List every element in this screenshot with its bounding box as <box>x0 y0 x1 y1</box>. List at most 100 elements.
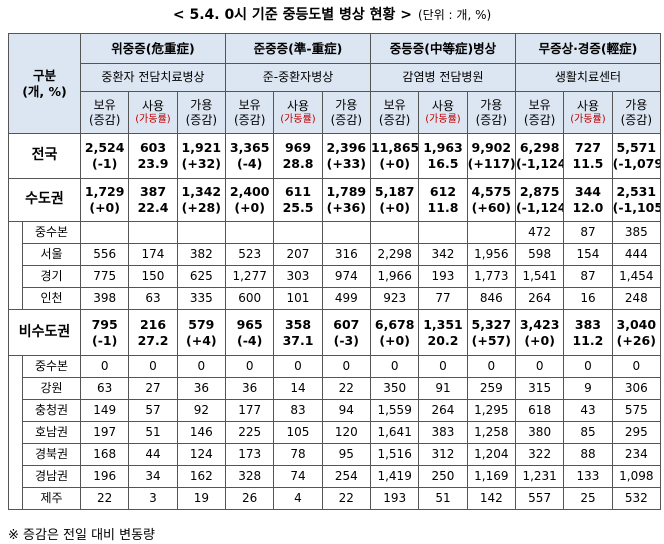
cell-value: 51 <box>435 491 451 505</box>
data-cell: 174 <box>128 243 178 266</box>
group-sub: 준-중환자병상 <box>225 63 371 92</box>
data-cell: 1,342 (+28) <box>176 178 227 222</box>
group-sub: 생활치료센터 <box>514 63 661 92</box>
cell-value: 9 <box>584 381 592 395</box>
data-cell <box>128 221 178 244</box>
data-cell: 16 <box>563 287 613 310</box>
cell-change: (+0) <box>524 332 555 348</box>
column-header: 사용 (가동률) <box>273 91 323 134</box>
data-cell: 9 <box>563 377 613 400</box>
data-cell: 0 <box>611 355 661 378</box>
cell-value: 95 <box>338 447 354 461</box>
cell-value: 142 <box>479 491 503 505</box>
cell-value: 254 <box>334 469 358 483</box>
data-cell: 11,865 (+0) <box>369 133 420 179</box>
data-cell: 1,351 20.2 <box>418 309 468 356</box>
data-cell: 556 <box>79 243 130 266</box>
cell-value: 87 <box>580 269 596 283</box>
data-cell: 328 <box>224 465 275 488</box>
cell-value: 316 <box>334 247 358 261</box>
data-cell: 1,098 <box>611 465 661 488</box>
column-name: 가용 <box>190 97 213 112</box>
unit: (단위 : 개, %) <box>417 8 492 22</box>
data-cell: 969 28.8 <box>273 133 323 179</box>
cell-value: 0 <box>535 359 544 373</box>
data-cell: 250 <box>418 465 468 488</box>
cell-value: 5,327 <box>471 316 512 332</box>
header-row: 중환자 전담치료병상 준-중환자병상 감염병 전담병원 생활치료센터 <box>9 63 661 92</box>
data-cell: 44 <box>128 443 178 466</box>
region-name: 강원 <box>40 381 63 395</box>
cell-value: 0 <box>390 359 399 373</box>
cell-value: 83 <box>290 403 306 417</box>
data-cell: 727 11.5 <box>563 133 613 179</box>
data-cell: 133 <box>563 465 613 488</box>
data-cell: 579 (+4) <box>176 309 227 356</box>
data-cell: 383 <box>418 421 468 444</box>
cell-value: 9,902 <box>471 140 512 156</box>
region-name: 제주 <box>40 491 63 505</box>
group-header: 무증상·경증(輕症) <box>514 33 661 64</box>
data-cell: 27 <box>128 377 178 400</box>
data-cell: 3,040 (+26) <box>611 309 661 356</box>
data-cell <box>79 221 130 244</box>
corner-text: 구분 <box>32 67 56 83</box>
region-row: 경남권 196 34 162 328 74 254 1,419 250 1,169 1,231 133… <box>9 465 661 488</box>
cell-value: 264 <box>431 403 455 417</box>
cell-change: (-4) <box>237 332 263 348</box>
column-note: (증감) <box>620 112 653 127</box>
cell-change: (+117) <box>467 156 516 171</box>
cell-value: 1,956 <box>474 247 509 261</box>
cell-value: 0 <box>149 359 157 373</box>
cell-value: 1,921 <box>181 140 222 156</box>
cell-value: 315 <box>528 381 552 395</box>
cell-value: 3,423 <box>519 316 560 332</box>
column-name: 보유 <box>383 97 406 112</box>
data-cell: 57 <box>128 399 178 422</box>
cell-value: 0 <box>245 359 254 373</box>
data-cell: 1,729 (+0) <box>79 178 130 222</box>
cell-value: 14 <box>290 381 306 395</box>
data-cell: 316 <box>321 243 371 266</box>
cell-value: 1,098 <box>619 469 654 483</box>
data-cell: 0 <box>466 355 516 378</box>
cell-value: 618 <box>528 403 552 417</box>
region-row: 인천 398 63 335 600 101 499 923 77 846 264 16 248 <box>9 287 661 310</box>
cell-value: 611 <box>284 184 312 200</box>
column-header: 보유 (증감) <box>514 91 565 134</box>
data-cell: 1,559 <box>369 399 420 422</box>
data-cell: 0 <box>321 355 371 378</box>
data-cell: 612 11.8 <box>418 178 468 222</box>
cell-value: 1,773 <box>474 269 509 283</box>
cell-value: 0 <box>197 359 206 373</box>
data-cell: 532 <box>611 487 661 510</box>
cell-value: 74 <box>290 469 306 483</box>
column-header: 사용 (가동률) <box>563 91 613 134</box>
cell-value: 248 <box>624 291 648 305</box>
group-sub: 감염병 전담병원 <box>369 63 516 92</box>
data-cell: 2,298 <box>369 243 420 266</box>
cell-value: 1,342 <box>181 184 222 200</box>
cell-value: 1,963 <box>423 140 463 156</box>
cell-change: (+60) <box>471 200 511 215</box>
region-name: 충청권 <box>34 403 69 417</box>
cell-value: 6,678 <box>374 316 415 332</box>
region-label: 서울 <box>22 243 81 266</box>
data-cell: 63 <box>79 377 130 400</box>
data-cell: 216 27.2 <box>128 309 178 356</box>
group-sub-text: 감염병 전담병원 <box>402 70 484 84</box>
cell-change: (-1) <box>92 332 118 348</box>
data-cell: 6,678 (+0) <box>369 309 420 356</box>
cell-value: 105 <box>286 425 310 439</box>
data-cell: 575 <box>611 399 661 422</box>
cell-value: 0 <box>342 359 351 373</box>
header-row: 보유 (증감) 사용 (가동률) 가용 (증감) 보유 (증감) 사용 (가동률) 가용 (증감) 보유… <box>9 91 661 134</box>
region-name: 인천 <box>40 291 63 305</box>
data-cell: 36 <box>224 377 275 400</box>
cell-change: 23.9 <box>137 156 169 171</box>
cell-change: (-1,079) <box>612 156 659 171</box>
data-cell: 0 <box>369 355 420 378</box>
row-label: 비수도권 <box>8 309 81 356</box>
region-label: 경기 <box>22 265 81 288</box>
